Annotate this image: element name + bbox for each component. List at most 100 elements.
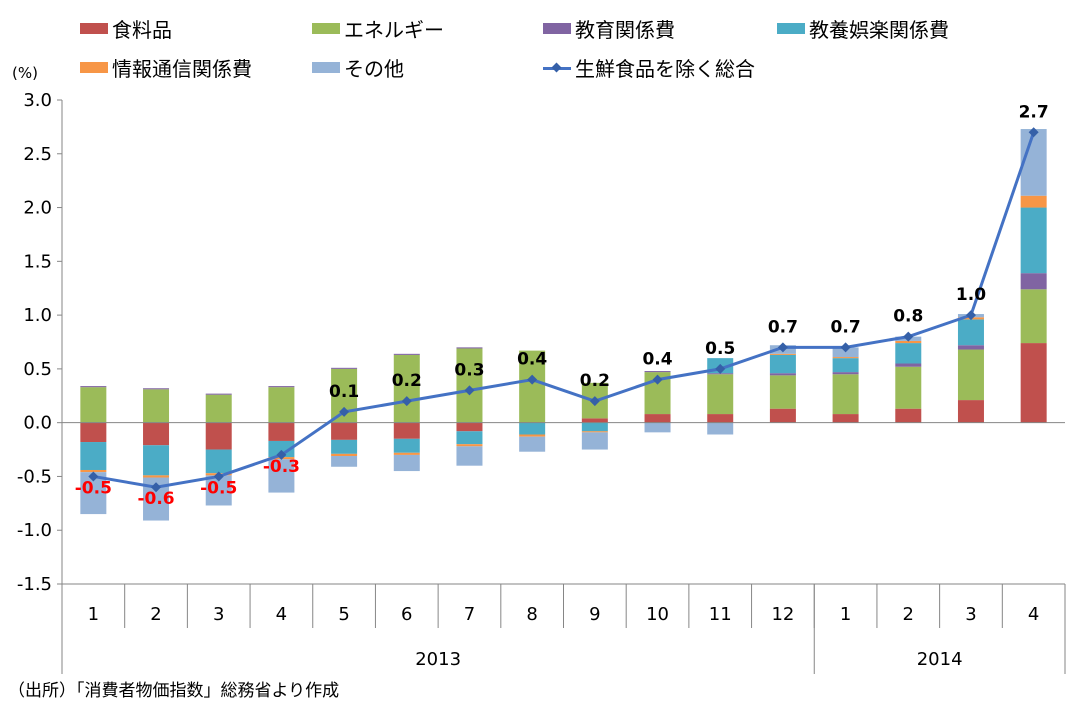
bar-food (393, 422, 420, 439)
bar-other (707, 422, 734, 435)
x-year-label: 2013 (415, 649, 461, 670)
x-tick-label: 2 (903, 604, 914, 625)
data-label: 0.1 (329, 382, 359, 402)
bar-recreation (143, 445, 170, 476)
y-tick-label: 0.0 (23, 413, 52, 434)
legend-item-education: 教育関係費 (543, 14, 675, 43)
bar-info (1020, 195, 1047, 208)
bar-other (581, 432, 608, 450)
bar-other (1020, 129, 1047, 196)
y-tick-label: -0.5 (17, 466, 52, 487)
line-core-marker (840, 342, 851, 353)
bar-recreation (581, 422, 608, 432)
bar-info (80, 469, 107, 473)
bar-energy (1020, 289, 1047, 344)
line-core-marker (903, 331, 914, 342)
bar-info (832, 357, 859, 359)
bar-recreation (769, 354, 796, 374)
bar-energy (143, 389, 170, 423)
y-axis-unit-label: (%) (12, 64, 38, 82)
bar-education (143, 388, 170, 390)
x-tick-label: 12 (771, 604, 794, 625)
bar-education (456, 347, 483, 349)
bar-info (393, 452, 420, 455)
data-label: -0.6 (137, 489, 174, 509)
bar-food (581, 418, 608, 423)
legend-label-info: 情報通信関係費 (112, 57, 252, 81)
bar-recreation (268, 440, 295, 458)
bar-food (205, 422, 232, 450)
x-tick-label: 2 (150, 604, 161, 625)
legend-item-core: 生鮮食品を除く総合 (543, 53, 755, 82)
line-core-marker (527, 374, 538, 385)
bar-education (1020, 273, 1047, 290)
bar-education (331, 367, 358, 369)
bar-info (769, 353, 796, 355)
bar-recreation (80, 442, 107, 470)
data-label: 1.0 (956, 285, 986, 305)
bar-education (268, 386, 295, 388)
legend-label-energy: エネルギー (344, 18, 444, 42)
bar-education (957, 345, 984, 350)
data-label: 0.4 (642, 350, 672, 370)
y-tick-label: -1.5 (17, 574, 52, 595)
bar-food (80, 422, 107, 443)
line-core-marker (464, 385, 475, 396)
legend-item-recreation: 教養娯楽関係費 (777, 14, 949, 43)
bar-energy (268, 387, 295, 423)
x-tick-label: 3 (213, 604, 224, 625)
bar-recreation (205, 449, 232, 474)
legend-item-info: 情報通信関係費 (80, 53, 252, 82)
x-tick-label: 5 (338, 604, 349, 625)
bar-food (456, 422, 483, 432)
data-label: 0.3 (454, 360, 484, 380)
line-core-marker (965, 310, 976, 321)
y-tick-label: 0.5 (23, 359, 52, 380)
legend-swatch-recreation (777, 23, 805, 34)
bar-food (832, 414, 859, 423)
bar-info (143, 475, 170, 478)
x-year-label: 2014 (917, 649, 963, 670)
bar-recreation (1020, 207, 1047, 274)
y-tick-label: 2.5 (23, 144, 52, 165)
bar-recreation (957, 319, 984, 346)
bar-info (581, 431, 608, 433)
line-core-marker (589, 396, 600, 407)
x-tick-label: 4 (276, 604, 287, 625)
legend-label-food: 食料品 (112, 18, 172, 42)
legend-item-energy: エネルギー (312, 14, 444, 43)
data-label: 0.7 (831, 317, 861, 337)
line-core-marker (1028, 127, 1039, 138)
bar-other (519, 436, 546, 452)
legend-swatch-energy (312, 23, 340, 34)
x-tick-label: 7 (464, 604, 475, 625)
line-core-marker (777, 342, 788, 353)
x-tick-label: 10 (646, 604, 669, 625)
bar-food (268, 422, 295, 441)
bar-info (895, 340, 922, 344)
legend-swatch-info (80, 62, 108, 73)
bar-education (644, 371, 671, 373)
data-label: -0.5 (200, 478, 237, 498)
bar-food (1020, 343, 1047, 423)
line-core-marker (213, 471, 224, 482)
bar-energy (707, 374, 734, 415)
bar-info (456, 444, 483, 447)
bar-food (707, 414, 734, 423)
data-label: -0.3 (263, 457, 300, 477)
bar-food (895, 408, 922, 423)
bar-other (331, 456, 358, 467)
bar-energy (957, 349, 984, 401)
bar-education (832, 372, 859, 375)
bar-recreation (331, 439, 358, 454)
legend-label-core: 生鮮食品を除く総合 (575, 57, 755, 81)
data-label: 2.7 (1019, 102, 1049, 122)
line-core-marker (88, 471, 99, 482)
line-core-marker (401, 396, 412, 407)
data-label: 0.5 (705, 339, 735, 359)
data-label: 0.4 (517, 350, 547, 370)
line-core-marker (151, 482, 162, 493)
y-tick-label: -1.0 (17, 520, 52, 541)
x-tick-label: 4 (1028, 604, 1039, 625)
bar-other (644, 422, 671, 433)
